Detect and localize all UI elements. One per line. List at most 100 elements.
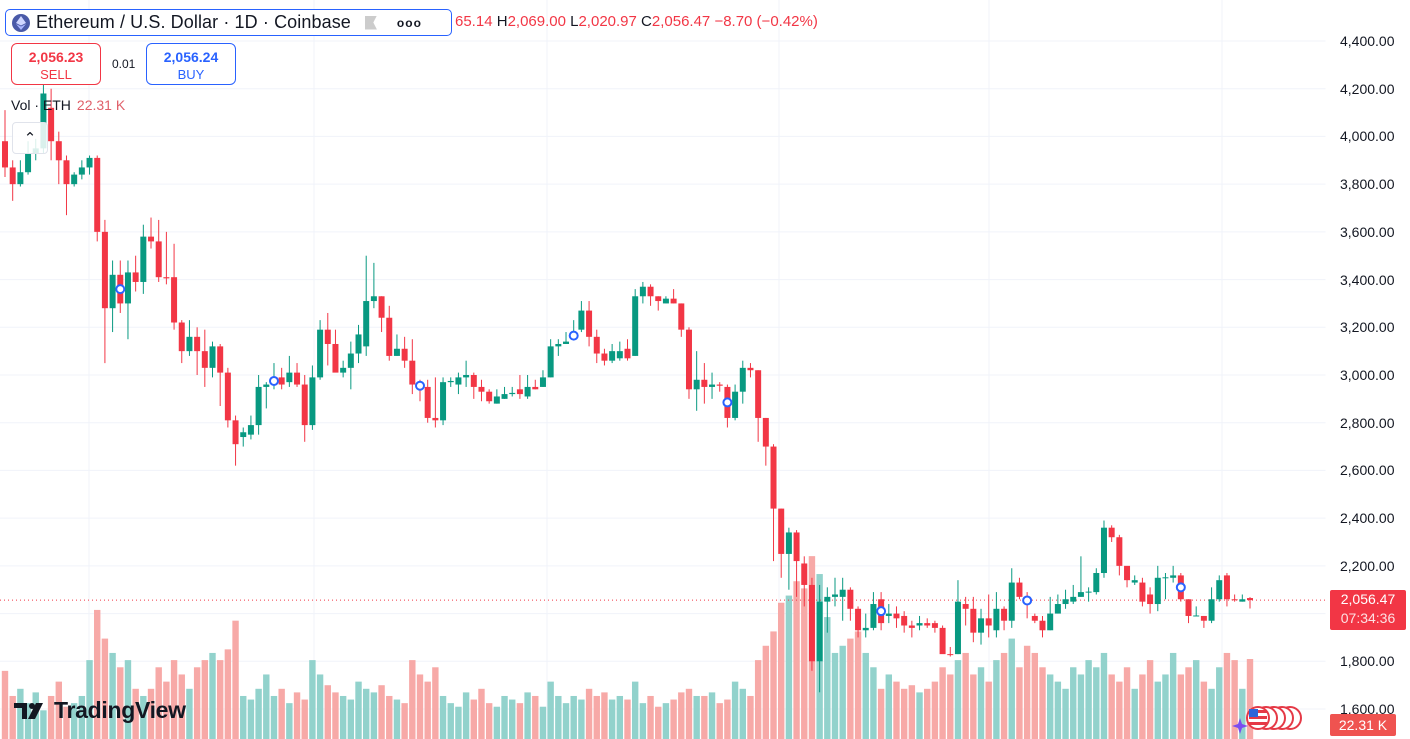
candle-body <box>924 623 931 626</box>
candle <box>1008 568 1015 628</box>
candle-body <box>140 236 147 282</box>
candle <box>855 606 862 638</box>
volume-bar <box>516 703 524 739</box>
candle <box>1247 597 1253 609</box>
candle <box>716 382 723 392</box>
price-axis-label: 3,400.00 <box>1340 271 1395 288</box>
candle-body <box>755 370 762 418</box>
candle-body <box>616 351 623 359</box>
flag-icon[interactable] <box>364 15 377 30</box>
candle-body <box>662 298 669 304</box>
candle-body <box>224 372 231 421</box>
us-flag-icons[interactable] <box>1232 704 1304 736</box>
candle <box>1047 596 1054 631</box>
candle-body <box>593 336 600 354</box>
volume-bar <box>585 688 593 739</box>
candle-body <box>1116 537 1123 566</box>
volume-bar <box>754 660 762 739</box>
volume-bar <box>1193 660 1200 739</box>
candle <box>601 348 608 366</box>
candle-body <box>532 386 539 390</box>
candle <box>593 329 600 364</box>
volume-bar <box>332 692 339 739</box>
volume-bar <box>1046 674 1054 739</box>
volume-bar <box>893 681 900 739</box>
candle-body <box>908 625 915 628</box>
candle <box>1108 525 1115 542</box>
buy-price: 2,056.24 <box>163 49 219 65</box>
volume-bar <box>24 703 32 739</box>
volume-bar <box>847 638 854 739</box>
candle <box>1100 520 1107 578</box>
candle-body <box>155 241 162 278</box>
candle <box>217 343 224 407</box>
candle <box>632 289 639 356</box>
low-value: 2,020.97 <box>578 13 637 30</box>
candle <box>201 329 208 387</box>
volume-bar <box>78 695 86 739</box>
more-icon[interactable]: ooo <box>396 15 422 30</box>
price-axis-label: 2,800.00 <box>1340 414 1395 431</box>
ethereum-icon <box>12 13 30 32</box>
volume-bar <box>1039 667 1046 739</box>
price-axis-label: 2,200.00 <box>1340 557 1395 574</box>
volume-bar <box>339 695 347 739</box>
sell-price: 2,056.23 <box>28 49 84 65</box>
candle <box>55 131 62 185</box>
volume-bar <box>240 695 247 739</box>
candle-body <box>447 380 454 383</box>
candle-body <box>578 310 585 330</box>
volume-bar <box>324 685 331 739</box>
volume-legend: Vol · ETH 22.31 K <box>11 97 125 113</box>
volume-bar <box>1231 660 1238 739</box>
candle-body <box>286 372 293 383</box>
volume-bar <box>47 695 55 739</box>
candle-body <box>171 277 178 323</box>
volume-bar <box>1031 652 1039 739</box>
candle <box>140 224 147 294</box>
volume-bar <box>439 695 447 739</box>
candle-body <box>240 432 247 438</box>
volume-bar <box>424 681 431 739</box>
volume-bar <box>747 695 754 739</box>
volume-bar <box>854 631 862 739</box>
volume-bar <box>1000 652 1008 739</box>
candle-body <box>1039 620 1046 631</box>
candle-body <box>124 272 131 304</box>
current-price-tag: 2,056.47 07:34:36 <box>1330 590 1406 630</box>
volume-bar <box>916 692 923 739</box>
buy-button[interactable]: 2,056.24 BUY <box>146 43 236 85</box>
candle-body <box>332 343 339 373</box>
candle-body <box>1131 580 1138 583</box>
volume-bar <box>224 649 232 739</box>
candle <box>386 305 393 361</box>
candle-body <box>501 394 508 399</box>
candle-body <box>855 608 862 631</box>
candle <box>17 160 24 187</box>
candle <box>263 382 270 409</box>
spread-value: 0.01 <box>112 57 136 71</box>
volume-bar <box>616 695 624 739</box>
candle <box>885 604 892 624</box>
volume-bars <box>1 556 1254 739</box>
volume-bar <box>685 688 693 739</box>
volume-bar <box>578 699 585 739</box>
candle <box>186 320 193 356</box>
bar-countdown: 07:34:36 <box>1340 610 1396 626</box>
candle-body <box>539 377 546 387</box>
volume-bar <box>716 703 723 739</box>
volume-bar <box>17 688 24 739</box>
candle <box>132 255 139 292</box>
candle <box>155 219 162 282</box>
symbol-selector[interactable]: Ethereum / U.S. Dollar · 1D · Coinbase o… <box>5 9 452 36</box>
volume-bar <box>101 638 109 739</box>
price-axis-label: 3,600.00 <box>1340 223 1395 240</box>
tradingview-logo[interactable]: TradingView <box>14 697 186 724</box>
current-price-label: 2,056.47 <box>1340 591 1396 607</box>
candle <box>324 312 331 366</box>
collapse-legend-button[interactable]: ⌃ <box>12 122 48 154</box>
grid-lines <box>0 0 1326 739</box>
sell-button[interactable]: 2,056.23 SELL <box>11 43 101 85</box>
volume-bar <box>1216 667 1223 739</box>
